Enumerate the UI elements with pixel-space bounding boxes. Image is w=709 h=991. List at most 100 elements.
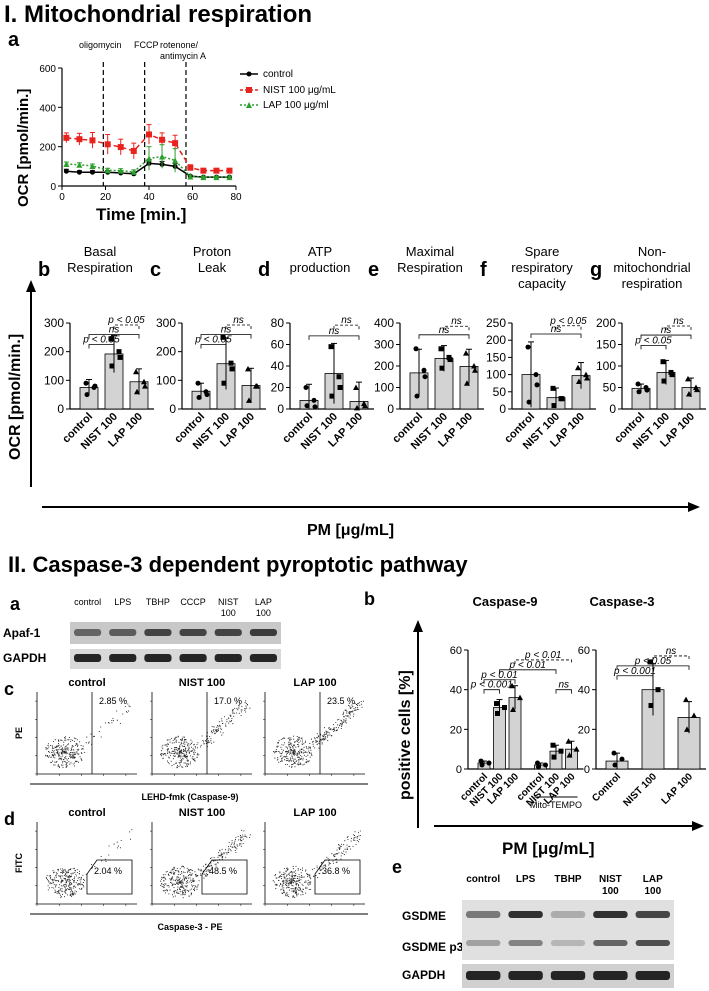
blot-band bbox=[635, 971, 670, 980]
flow-event bbox=[279, 760, 282, 763]
flow-event bbox=[190, 892, 192, 894]
flow-event bbox=[186, 876, 188, 878]
flow-event bbox=[173, 742, 175, 744]
flow-event bbox=[60, 745, 62, 747]
flow-event bbox=[197, 868, 199, 870]
flow-event bbox=[64, 874, 66, 876]
flow-event bbox=[349, 845, 351, 847]
flow-event bbox=[341, 725, 343, 728]
flow-event bbox=[343, 719, 345, 721]
flow-event bbox=[46, 755, 49, 757]
flow-event bbox=[69, 869, 71, 871]
flow-event bbox=[297, 753, 299, 755]
flow-event bbox=[170, 872, 172, 874]
flow-event bbox=[107, 722, 109, 724]
flow-event bbox=[176, 746, 178, 748]
flow-event bbox=[341, 852, 343, 854]
flow-event bbox=[302, 757, 304, 759]
flow-event bbox=[197, 885, 199, 887]
flow-event bbox=[310, 738, 313, 740]
flow-event bbox=[335, 730, 337, 732]
flow-event bbox=[80, 878, 82, 880]
flow-event bbox=[244, 702, 246, 704]
flow-event bbox=[84, 751, 86, 753]
flow-event bbox=[180, 742, 183, 745]
flow-event bbox=[163, 753, 165, 755]
flow-event bbox=[296, 741, 298, 743]
flow-event bbox=[240, 714, 242, 717]
comparison-bracket bbox=[555, 325, 582, 330]
flow-event bbox=[350, 840, 352, 842]
flow-event bbox=[231, 720, 233, 722]
flow-event bbox=[286, 895, 288, 897]
blot-band bbox=[593, 971, 628, 980]
flow-event bbox=[353, 713, 355, 715]
flow-event bbox=[64, 890, 66, 892]
flow-event bbox=[170, 754, 172, 756]
flow-event bbox=[313, 875, 315, 877]
flow-event bbox=[216, 726, 218, 728]
flow-event bbox=[291, 744, 293, 746]
flow-event bbox=[205, 871, 207, 873]
flow-event bbox=[292, 753, 295, 755]
flow-event bbox=[187, 759, 189, 761]
flow-event bbox=[53, 877, 56, 879]
flow-event bbox=[333, 854, 335, 856]
flow-event bbox=[176, 876, 178, 878]
flow-event bbox=[245, 835, 247, 837]
flow-event bbox=[352, 845, 354, 847]
flow-event bbox=[48, 887, 50, 889]
flow-event bbox=[83, 879, 85, 881]
comparison-label: p < 0.01 bbox=[480, 670, 517, 681]
data-point bbox=[116, 349, 122, 355]
flow-event bbox=[187, 750, 189, 752]
flow-event bbox=[283, 755, 285, 757]
flow-event bbox=[74, 871, 76, 873]
flow-event bbox=[176, 891, 178, 893]
data-point bbox=[691, 712, 697, 718]
flow-event bbox=[209, 858, 212, 860]
flow-event bbox=[161, 886, 163, 888]
flow-event bbox=[174, 867, 176, 869]
flow-event bbox=[64, 886, 66, 888]
flow-event bbox=[62, 766, 64, 768]
flow-event bbox=[229, 849, 231, 851]
b-xaxis-arrowhead bbox=[692, 821, 704, 831]
blot-band bbox=[550, 911, 586, 918]
flow-event bbox=[167, 761, 169, 764]
blot-lane-label-2: 100 bbox=[644, 886, 661, 897]
flow-event bbox=[203, 743, 205, 745]
flow-event bbox=[183, 888, 185, 890]
flow-event bbox=[276, 746, 278, 748]
flow-event bbox=[173, 886, 175, 889]
flow-event bbox=[240, 840, 242, 842]
comparison-bracket bbox=[333, 324, 360, 330]
data-point bbox=[486, 760, 492, 766]
flow-event bbox=[321, 866, 323, 868]
flow-event bbox=[205, 873, 207, 875]
flow-event bbox=[178, 762, 180, 764]
data-point bbox=[63, 160, 70, 167]
flow-event bbox=[70, 893, 72, 895]
flow-event bbox=[278, 740, 280, 742]
flow-event bbox=[288, 879, 290, 881]
flow-event bbox=[303, 749, 305, 751]
flow-event bbox=[81, 748, 83, 750]
flow-event bbox=[192, 888, 194, 891]
data-point bbox=[439, 365, 445, 371]
flow-event bbox=[323, 732, 326, 734]
flow-event bbox=[194, 871, 196, 873]
positive-cells-ylabel: positive cells [%] bbox=[397, 670, 414, 800]
data-point bbox=[312, 404, 318, 410]
blot-strip bbox=[70, 649, 281, 669]
flow-event bbox=[207, 870, 209, 872]
flow-event bbox=[293, 749, 295, 751]
flow-event bbox=[181, 766, 183, 768]
flow-event bbox=[68, 881, 70, 883]
flow-event bbox=[290, 746, 292, 748]
flow-event bbox=[297, 739, 299, 741]
flow-event bbox=[168, 750, 170, 753]
flow-event bbox=[74, 893, 76, 895]
flow-event bbox=[294, 751, 296, 753]
